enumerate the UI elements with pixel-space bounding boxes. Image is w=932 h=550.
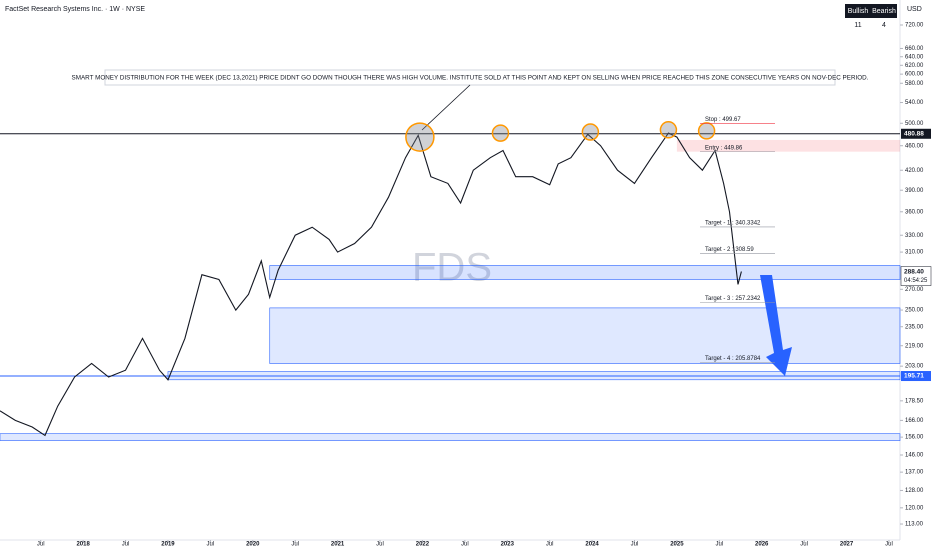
zone — [269, 265, 901, 280]
zone — [0, 433, 901, 441]
x-tick-label: 2025 — [670, 542, 684, 548]
x-tick-label: 2022 — [416, 542, 430, 548]
price-label: 480.88 — [904, 130, 924, 137]
x-tick-label: Jul — [291, 542, 299, 548]
y-tick-label: 270.00 — [905, 287, 924, 293]
watermark: FDS — [412, 246, 492, 290]
y-tick-label: 660.00 — [905, 46, 924, 52]
y-tick-label: 620.00 — [905, 63, 924, 69]
y-tick-label: 420.00 — [905, 168, 924, 174]
price-line — [0, 132, 742, 437]
price-label-bg — [901, 371, 931, 382]
sentiment-count: 11 — [854, 22, 861, 29]
currency: USD — [907, 6, 922, 13]
highlight — [581, 123, 600, 141]
chart-title: FactSet Research Systems Inc. · 1W · NYS… — [5, 6, 145, 13]
annotation: Entry : 449.86 — [705, 145, 743, 151]
x-tick-label: Jul — [800, 542, 808, 548]
y-tick-label: 166.00 — [905, 418, 924, 424]
y-tick-label: 156.00 — [905, 435, 924, 441]
y-tick-label: 540.00 — [905, 100, 924, 106]
price-label-bg — [901, 128, 931, 139]
x-tick-label: 2027 — [840, 542, 854, 548]
sentiment-header — [845, 4, 897, 18]
y-tick-label: 178.50 — [905, 398, 924, 404]
annotation: Stop : 499.67 — [705, 117, 741, 123]
y-tick-label: 360.00 — [905, 209, 924, 215]
x-tick-label: Jul — [122, 542, 130, 548]
note-leader — [421, 84, 471, 131]
x-tick-label: 2021 — [331, 542, 345, 548]
x-tick-label: 2019 — [161, 542, 175, 548]
y-tick-label: 460.00 — [905, 143, 924, 149]
zone — [676, 139, 900, 152]
note: SMART MONEY DISTRIBUTION FOR THE WEEK (D… — [72, 75, 869, 82]
x-tick-label: Jul — [37, 542, 45, 548]
x-tick-label: 2020 — [246, 542, 260, 548]
arrow — [760, 275, 792, 376]
x-tick-label: Jul — [885, 542, 893, 548]
y-tick-label: 640.00 — [905, 54, 924, 60]
annotation: Target - 2 : 308.59 — [705, 247, 754, 253]
x-tick-label: Jul — [715, 542, 723, 548]
annotation: Target - 1 : 340.3342 — [705, 221, 761, 227]
y-tick-label: 235.00 — [905, 324, 924, 330]
y-tick-label: 600.00 — [905, 72, 924, 78]
highlight — [697, 122, 716, 140]
x-tick-label: Jul — [461, 542, 469, 548]
x-tick-label: Jul — [207, 542, 215, 548]
x-tick-label: 2024 — [585, 542, 599, 548]
price-label: 195.71 — [904, 373, 924, 380]
price-label-bg — [900, 266, 932, 286]
price-label: 288.40 — [904, 268, 924, 275]
y-tick-label: 310.00 — [905, 250, 924, 256]
y-tick-label: 128.00 — [905, 488, 924, 494]
x-tick-label: 2026 — [755, 542, 769, 548]
y-tick-label: 137.00 — [905, 470, 924, 476]
y-tick-label: 330.00 — [905, 233, 924, 239]
sentiment-label: Bullish — [848, 8, 869, 15]
highlight — [405, 122, 435, 152]
y-tick-label: 146.00 — [905, 453, 924, 459]
sentiment-label: Bearish — [872, 8, 896, 15]
y-tick-label: 250.00 — [905, 308, 924, 314]
highlight — [659, 121, 678, 139]
highlight — [491, 124, 510, 142]
x-tick-label: 2018 — [76, 542, 90, 548]
zone — [269, 307, 901, 364]
y-tick-label: 390.00 — [905, 188, 924, 194]
x-tick-label: 2023 — [501, 542, 515, 548]
annotation: Target - 4 : 205.8784 — [705, 356, 761, 362]
y-tick-label: 219.00 — [905, 343, 924, 349]
y-tick-label: 203.00 — [905, 364, 924, 370]
y-tick-label: 113.00 — [905, 522, 924, 528]
y-tick-label: 580.00 — [905, 81, 924, 87]
sentiment-count: 4 — [882, 22, 886, 29]
annotation: Target - 3 : 257.2342 — [705, 296, 761, 302]
countdown: 04:54:25 — [904, 278, 928, 284]
y-tick-label: 120.00 — [905, 505, 924, 511]
y-tick-label: 500.00 — [905, 121, 924, 127]
y-tick-label: 720.00 — [905, 23, 924, 29]
x-tick-label: Jul — [631, 542, 639, 548]
x-tick-label: Jul — [546, 542, 554, 548]
x-tick-label: Jul — [376, 542, 384, 548]
